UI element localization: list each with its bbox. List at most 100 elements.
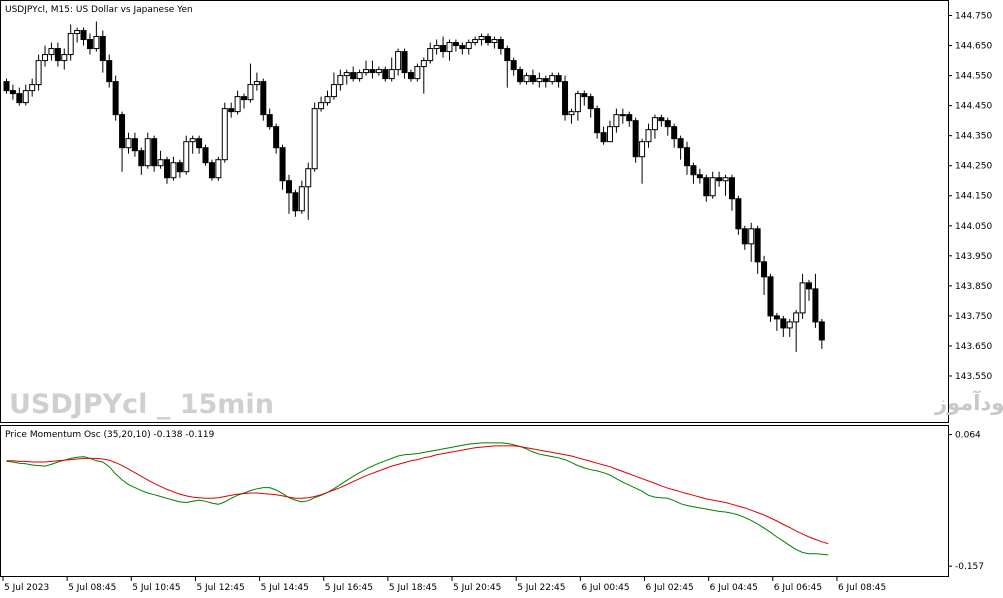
bear-candle-body — [401, 51, 408, 74]
candle — [767, 273, 774, 322]
candle — [285, 174, 292, 214]
bear-candle-body — [806, 282, 812, 290]
candles-layer — [3, 21, 825, 352]
bull-candle-body — [311, 108, 318, 170]
candle — [183, 135, 190, 175]
candle — [452, 39, 459, 52]
bull-candle-body — [157, 159, 164, 167]
candle — [80, 27, 87, 46]
bear-candle-body — [86, 39, 93, 50]
bull-candle-body — [48, 48, 55, 56]
bear-candle-body — [735, 198, 742, 230]
bear-candle-body — [131, 138, 138, 152]
time-tick-label: 5 Jul 14:45 — [261, 583, 309, 593]
candle — [517, 66, 524, 85]
bear-candle-body — [684, 147, 691, 167]
candle — [22, 84, 29, 106]
price-tick-label: 144.550 — [955, 72, 992, 82]
price-tick-label: 144.050 — [955, 222, 992, 232]
bear-candle-body — [767, 276, 774, 317]
candle — [741, 225, 748, 250]
bull-candle-body — [613, 114, 620, 128]
bull-candle-body — [234, 96, 241, 113]
bull-candle-body — [395, 51, 402, 71]
time-tick-label: 6 Jul 04:45 — [710, 583, 758, 593]
candle — [555, 72, 562, 88]
candle — [388, 57, 395, 82]
bear-candle-body — [664, 120, 671, 128]
bear-candle-body — [202, 147, 209, 164]
bull-candle-body — [42, 54, 49, 62]
price-tick-label: 144.250 — [955, 162, 992, 172]
candle — [9, 84, 16, 100]
bear-candle-body — [459, 45, 466, 50]
bear-candle-body — [350, 72, 357, 80]
bull-candle-body — [330, 84, 337, 98]
time-axis: 5 Jul 2023 5 Jul 08:45 5 Jul 10:45 5 Jul 12… — [2, 577, 886, 593]
candle — [728, 174, 735, 211]
oscillator-main-line — [6, 442, 829, 556]
candle — [497, 36, 504, 55]
candle — [273, 123, 280, 154]
candle — [806, 279, 812, 301]
candle — [164, 156, 170, 184]
candle — [86, 33, 93, 55]
bear-candle-body — [452, 42, 459, 47]
bear-candle-body — [16, 93, 23, 104]
time-tick-label: 5 Jul 16:45 — [325, 583, 373, 593]
candle — [131, 132, 138, 157]
bull-candle-body — [639, 141, 646, 158]
bull-candle-body — [748, 228, 755, 245]
bear-candle-body — [658, 117, 665, 122]
candle — [703, 174, 710, 202]
candle — [568, 108, 575, 124]
candle — [664, 117, 671, 136]
bear-candle-body — [382, 69, 389, 80]
bear-candle-body — [138, 150, 145, 167]
candle — [793, 309, 800, 352]
bear-candle-body — [292, 192, 299, 212]
bear-candle-body — [510, 60, 517, 71]
bull-candle-body — [375, 69, 382, 74]
candle — [29, 78, 36, 97]
candle — [298, 180, 305, 214]
bull-candle-body — [337, 75, 344, 86]
candle — [241, 93, 248, 109]
bull-candle-body — [465, 42, 472, 50]
candle — [228, 102, 235, 118]
indicator-title: Price Momentum Osc (35,20,10) -0.138 -0.… — [5, 430, 215, 440]
bull-candle-body — [22, 90, 29, 104]
bear-candle-body — [285, 180, 292, 194]
candle — [221, 102, 228, 163]
candle — [170, 156, 177, 181]
candle — [587, 93, 594, 118]
candle — [478, 33, 485, 46]
candle — [74, 27, 81, 43]
candle — [549, 72, 556, 85]
bull-candle-body — [472, 39, 479, 44]
bear-candle-body — [626, 114, 633, 122]
candle — [600, 126, 607, 145]
candle — [619, 108, 626, 124]
price-tick-label: 143.750 — [955, 312, 992, 322]
bull-candle-body — [549, 75, 556, 83]
candle — [626, 111, 633, 127]
candle — [536, 72, 543, 88]
candle — [3, 78, 10, 94]
candle — [363, 60, 370, 76]
bear-candle-body — [517, 69, 524, 83]
price-tick-label: 143.650 — [955, 342, 992, 352]
time-tick-label: 5 Jul 22:45 — [517, 583, 565, 593]
bull-candle-body — [356, 72, 363, 80]
candle — [542, 75, 549, 88]
bear-candle-body — [741, 228, 748, 245]
candle — [279, 144, 286, 190]
candle — [773, 312, 780, 331]
time-tick-label: 6 Jul 00:45 — [581, 583, 629, 593]
candle — [311, 102, 318, 172]
bull-candle-body — [793, 312, 800, 323]
bear-candle-body — [761, 261, 768, 278]
time-tick-label: 6 Jul 02:45 — [646, 583, 694, 593]
bear-candle-body — [818, 321, 825, 341]
